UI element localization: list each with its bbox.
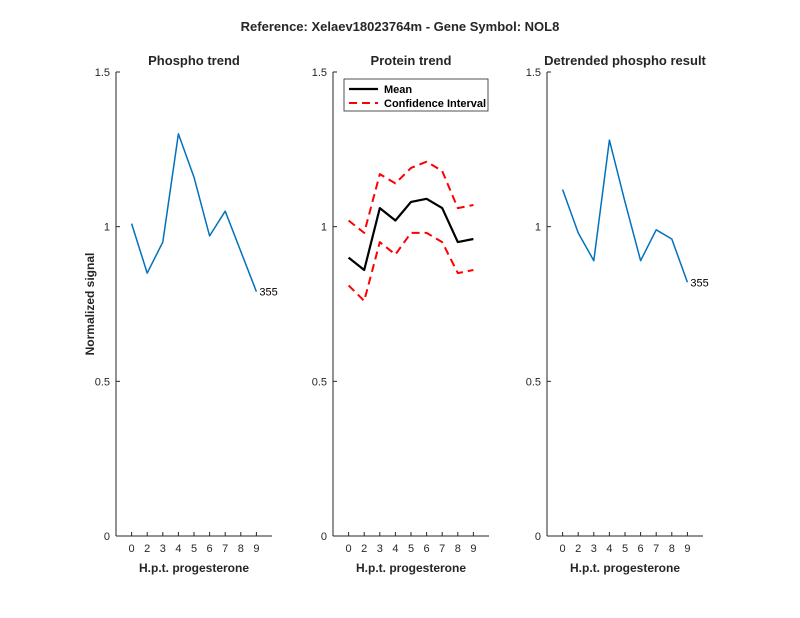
series-end-label: 355: [690, 277, 708, 289]
legend-box: [343, 78, 489, 112]
y-tick-label: 0.5: [95, 376, 110, 388]
x-tick-label: 3: [377, 543, 383, 555]
legend-label: Confidence Interval: [384, 98, 486, 110]
x-tick-label: 5: [191, 543, 197, 555]
chart-title: Phospho trend: [148, 53, 240, 68]
y-tick-label: 1: [104, 222, 110, 234]
series-line-phospho-0: [130, 133, 258, 292]
y-tick-label: 1: [535, 222, 541, 234]
x-tick-label: 7: [653, 543, 659, 555]
x-tick-label: 9: [470, 543, 476, 555]
series-line-mean-0: [347, 197, 474, 272]
x-tick-label: 5: [408, 543, 414, 555]
x-tick-label: 5: [622, 543, 628, 555]
legend-label: Mean: [384, 84, 412, 96]
y-tick-label: 0: [104, 531, 110, 543]
series-line-detrended-0: [561, 139, 689, 283]
x-tick-label: 0: [129, 543, 135, 555]
x-tick-label: 6: [424, 543, 430, 555]
series-line-confidence-interval-1: [347, 160, 474, 234]
series-end-label: 355: [259, 287, 277, 299]
x-tick-label: 9: [253, 543, 259, 555]
x-tick-label: 6: [638, 543, 644, 555]
y-tick-label: 1.5: [312, 67, 327, 79]
x-tick-label: 8: [455, 543, 461, 555]
x-axis-label: H.p.t. progesterone: [356, 561, 466, 575]
x-axis-label: H.p.t. progesterone: [570, 561, 680, 575]
x-tick-label: 2: [575, 543, 581, 555]
x-tick-label: 8: [238, 543, 244, 555]
x-tick-label: 7: [439, 543, 445, 555]
y-tick-label: 0: [321, 531, 327, 543]
x-tick-label: 4: [392, 543, 398, 555]
figure-title: Reference: Xelaev18023764m - Gene Symbol…: [241, 19, 560, 34]
x-tick-label: 6: [207, 543, 213, 555]
x-tick-label: 0: [560, 543, 566, 555]
x-tick-label: 2: [361, 543, 367, 555]
x-tick-label: 2: [144, 543, 150, 555]
series-line-confidence-interval-2: [347, 231, 474, 302]
x-tick-label: 7: [222, 543, 228, 555]
chart-title: Detrended phospho result: [544, 53, 706, 68]
y-axis-label: Normalized signal: [83, 253, 97, 356]
y-tick-label: 1.5: [95, 67, 110, 79]
x-tick-label: 4: [175, 543, 181, 555]
x-tick-label: 8: [669, 543, 675, 555]
x-tick-label: 9: [684, 543, 690, 555]
x-tick-label: 3: [160, 543, 166, 555]
x-tick-label: 3: [591, 543, 597, 555]
y-tick-label: 1.5: [526, 67, 541, 79]
y-tick-label: 0: [535, 531, 541, 543]
x-axis-label: H.p.t. progesterone: [139, 561, 249, 575]
y-tick-label: 0.5: [526, 376, 541, 388]
x-tick-label: 0: [346, 543, 352, 555]
x-tick-label: 4: [606, 543, 612, 555]
y-tick-label: 1: [321, 222, 327, 234]
y-tick-label: 0.5: [312, 376, 327, 388]
chart-title: Protein trend: [371, 53, 452, 68]
